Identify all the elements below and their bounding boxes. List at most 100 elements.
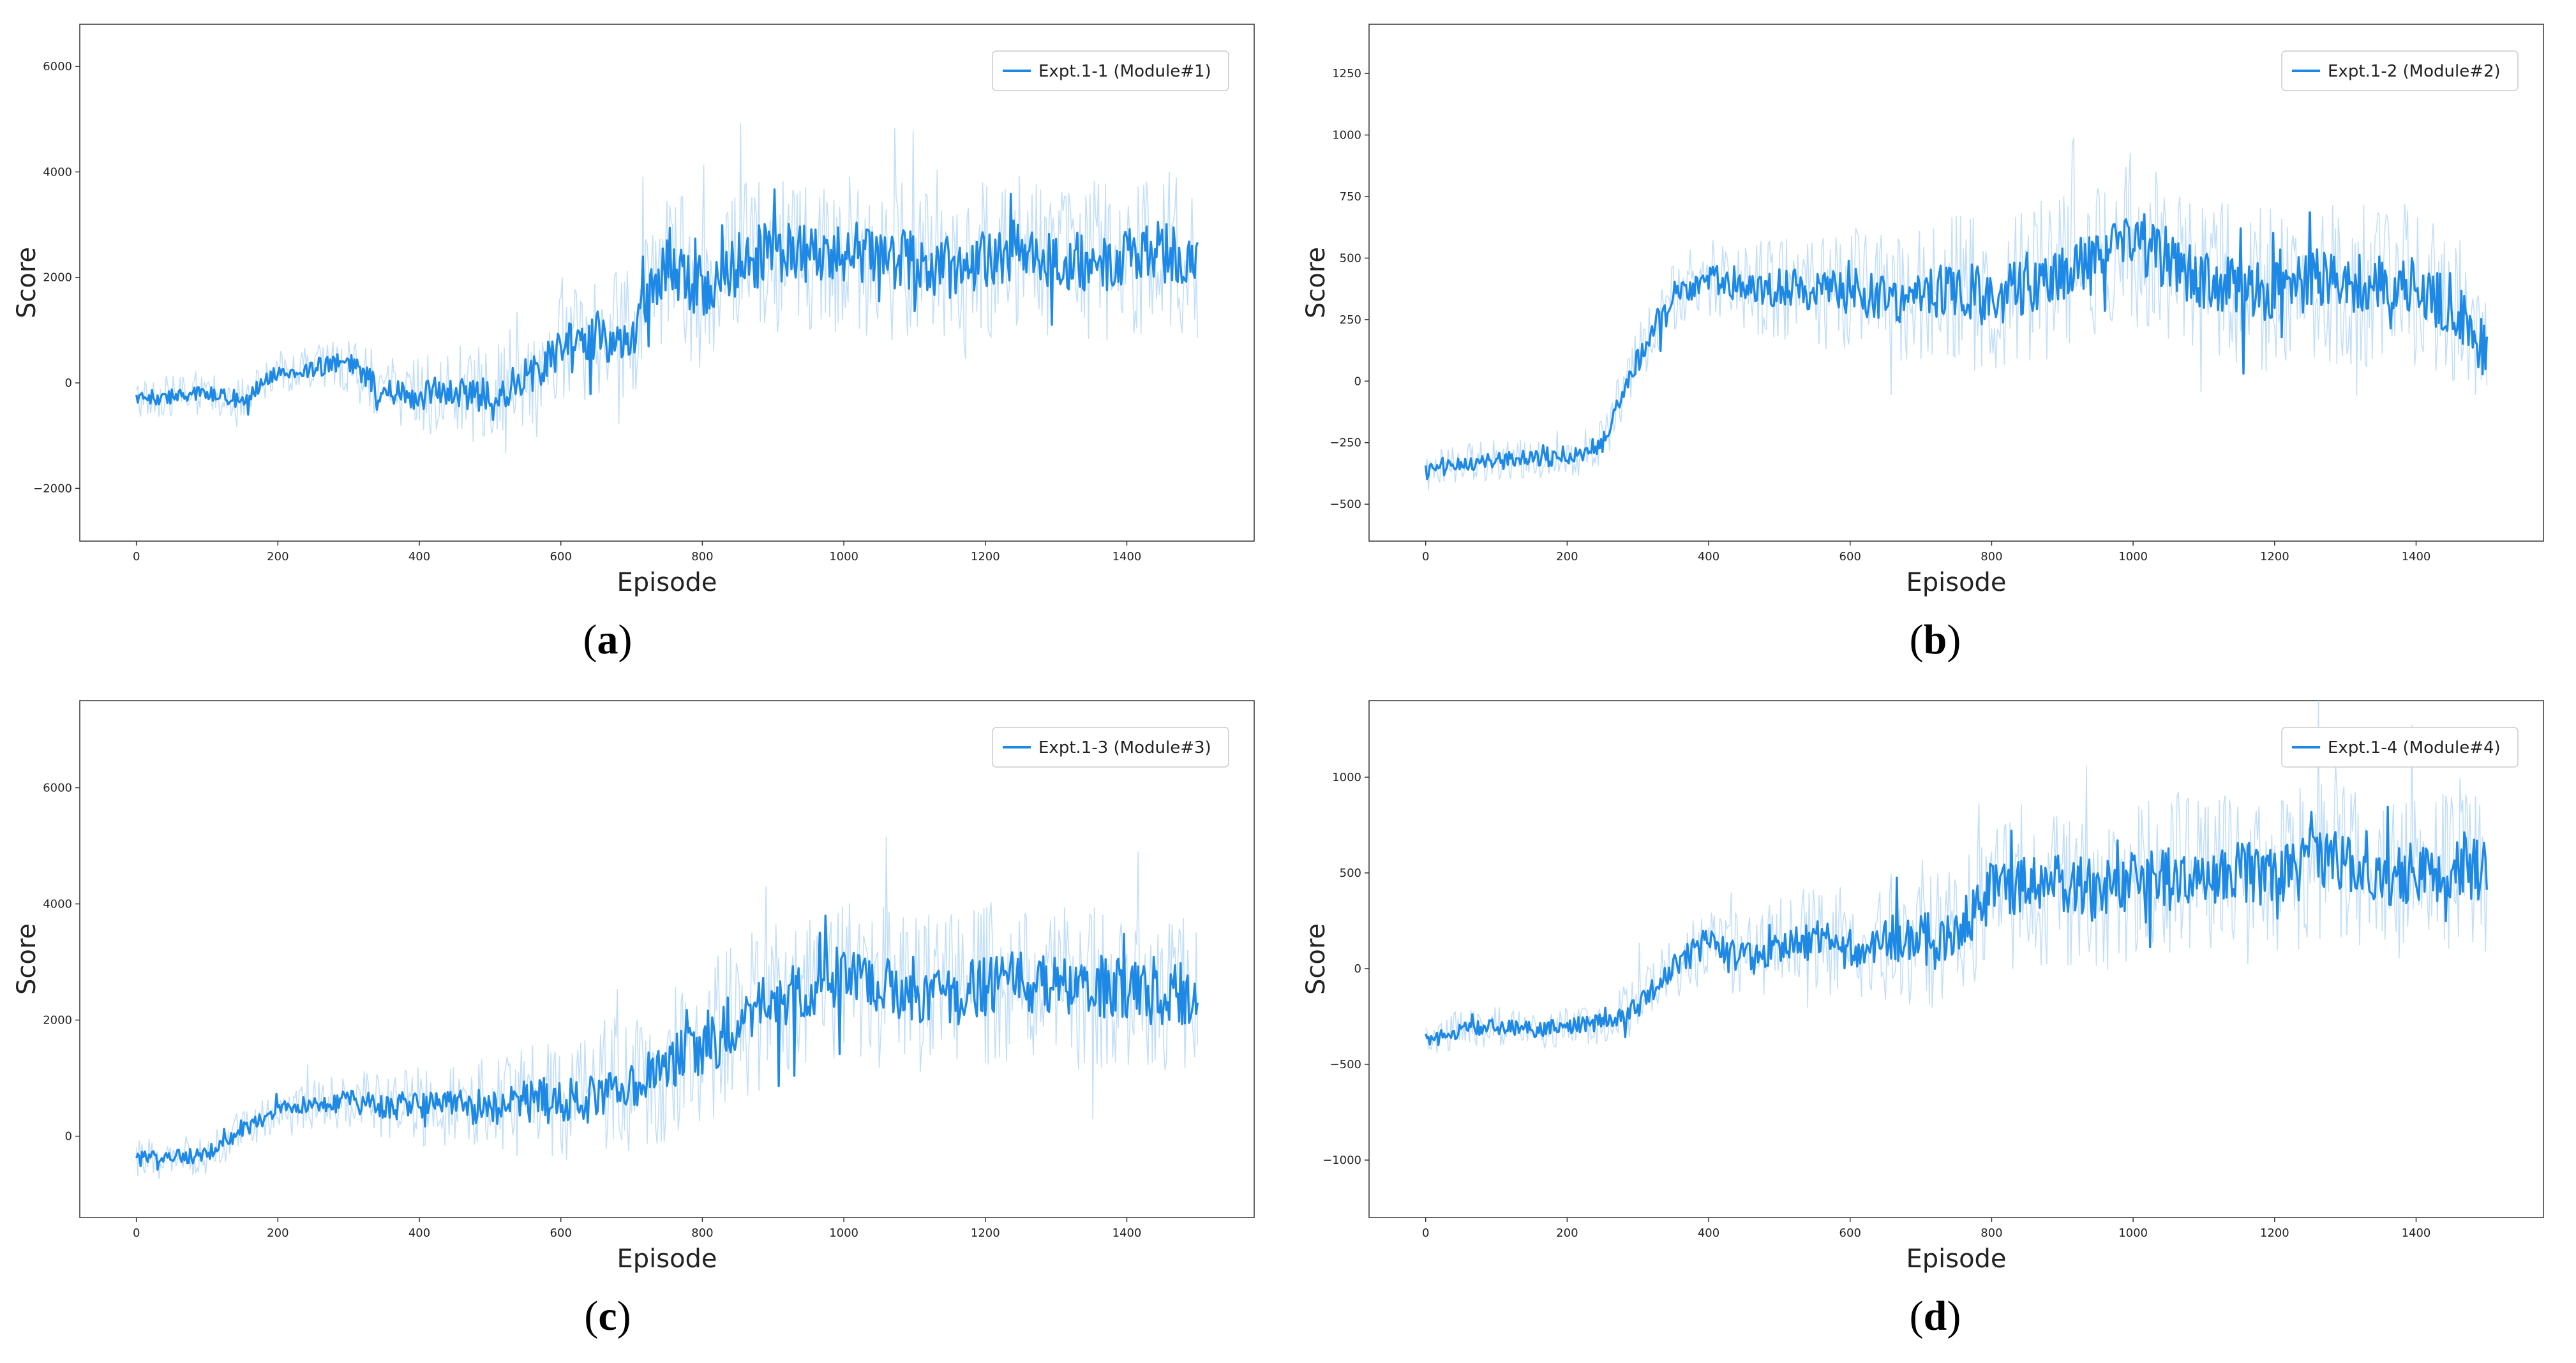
x-axis-label: Episode [1906,568,2006,597]
y-tick-label: 1250 [1332,67,1361,80]
x-tick-label: 600 [1839,550,1861,563]
x-tick-label: 1200 [2260,1226,2289,1240]
caption-open: ( [583,616,597,663]
series-raw-line [135,837,1199,1179]
x-tick-label: 800 [1981,1226,2002,1240]
x-tick-label: 1400 [2402,550,2431,563]
x-tick-label: 1400 [1112,1226,1142,1240]
x-tick-label: 1200 [971,550,1000,563]
chart-c: 0 200 400 600 800 1000 1200 1400 0 2000 4000 6000 Ep… [12,700,1255,1274]
y-tick-label: 500 [1340,251,1361,265]
y-tick-label: 0 [1354,375,1361,388]
x-tick-label: 800 [691,550,713,563]
legend-box [2281,727,2519,768]
y-tick-label: 1000 [1332,129,1361,142]
legend-label: Expt.1-3 (Module#3) [1038,738,1211,757]
series-line [1425,211,2488,480]
x-tick-label: 600 [550,1226,572,1240]
y-tick-label: −1000 [1322,1154,1361,1167]
caption-open: ( [584,1293,599,1339]
x-tick-label: 1000 [2118,550,2148,563]
y-tick-label: 500 [1340,867,1361,880]
x-tick-label: 1200 [971,1226,1000,1240]
x-tick-label: 1200 [2260,550,2289,563]
caption-letter: a [597,616,618,663]
caption-b: (b) [1808,616,2063,664]
series-line [1425,805,2488,1046]
y-axis-label: Score [1301,247,1331,318]
y-tick-label: 0 [1354,962,1361,976]
y-tick-label: 4000 [43,165,72,179]
caption-close: ) [618,616,633,663]
y-tick-label: 6000 [43,60,72,73]
legend-label: Expt.1-2 (Module#2) [2328,62,2501,81]
caption-open: ( [1909,616,1924,663]
plot-area [1368,700,2544,1218]
x-tick-label: 600 [1839,1226,1861,1240]
x-tick-label: 200 [267,1226,288,1240]
x-tick-label: 400 [408,1226,430,1240]
series-line [135,914,1199,1171]
y-tick-label: −500 [1330,1058,1361,1071]
x-tick-label: 400 [1698,1226,1719,1240]
y-tick-label: −500 [1330,498,1361,511]
chart-panel-b: 0 200 400 600 800 1000 1200 1400 −500 −250 0 250 500… [1289,0,2566,606]
y-axis-label: Score [12,247,41,318]
legend: Expt.1-4 (Module#4) [2281,727,2519,768]
y-tick-label: 2000 [43,1014,72,1027]
y-tick-label: 0 [65,376,72,390]
y-tick-label: 1000 [1332,771,1361,784]
chart-panel-c: 0 200 400 600 800 1000 1200 1400 0 2000 4000 6000 Ep… [0,676,1277,1283]
x-tick-label: 1400 [2402,1226,2431,1240]
legend: Expt.1-1 (Module#1) [992,50,1229,91]
plot-area [1368,24,2544,542]
chart-d: 0 200 400 600 800 1000 1200 1400 −1000 −500 0 500 10… [1301,700,2544,1274]
chart-b: 0 200 400 600 800 1000 1200 1400 −500 −250 0 250 500… [1301,24,2544,597]
x-tick-label: 0 [133,1226,140,1240]
x-tick-label: 1000 [2118,1226,2148,1240]
legend: Expt.1-2 (Module#2) [2281,50,2519,91]
x-tick-label: 400 [1698,550,1719,563]
x-tick-label: 1400 [1112,550,1142,563]
x-tick-label: 200 [1556,550,1578,563]
caption-open: ( [1909,1293,1924,1339]
x-tick-label: 600 [550,550,572,563]
x-tick-label: 800 [1981,550,2002,563]
caption-letter: c [598,1293,617,1339]
x-axis-label: Episode [617,1244,717,1274]
y-tick-label: 4000 [43,898,72,911]
y-axis-label: Score [1301,923,1331,995]
y-tick-label: −2000 [33,482,72,495]
x-axis-label: Episode [617,568,717,597]
x-tick-label: 0 [1422,1226,1429,1240]
y-tick-label: 2000 [43,271,72,285]
x-tick-label: 1000 [829,550,858,563]
x-tick-label: 0 [1422,550,1429,563]
series-raw-line [1425,138,2488,491]
legend-label: Expt.1-4 (Module#4) [2328,738,2501,757]
y-tick-label: 0 [65,1130,72,1143]
caption-close: ) [617,1293,631,1339]
chart-a: 0 200 400 600 800 1000 1200 1400 −2000 0 2000 4000 6… [12,24,1255,597]
x-tick-label: 200 [267,550,288,563]
y-tick-label: −250 [1330,436,1361,450]
legend-box [2281,50,2519,91]
legend-box [992,727,1229,768]
caption-a: (a) [480,616,735,664]
legend-label: Expt.1-1 (Module#1) [1038,62,1211,81]
chart-panel-d: 0 200 400 600 800 1000 1200 1400 −1000 −500 0 500 10… [1289,676,2566,1283]
y-tick-label: 6000 [43,782,72,795]
caption-c: (c) [480,1292,735,1341]
x-tick-label: 1000 [829,1226,858,1240]
x-tick-label: 200 [1556,1226,1578,1240]
x-tick-label: 800 [691,1226,713,1240]
series-raw-line [135,123,1199,454]
caption-close: ) [1947,1293,1961,1339]
series-raw-line [1425,700,2488,1054]
y-tick-label: 750 [1340,190,1361,204]
caption-close: ) [1947,616,1961,663]
x-axis-label: Episode [1906,1244,2006,1274]
y-tick-label: 250 [1340,313,1361,327]
chart-panel-a: 0 200 400 600 800 1000 1200 1400 −2000 0 2000 4000 6… [0,0,1277,606]
caption-letter: d [1923,1293,1947,1339]
